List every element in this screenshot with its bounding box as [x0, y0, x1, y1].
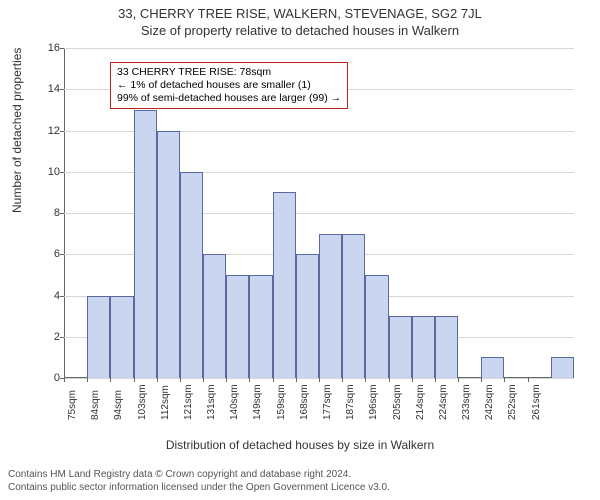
xtick-label: 252sqm: [507, 384, 518, 420]
ytick-mark: [60, 296, 64, 297]
footer: Contains HM Land Registry data © Crown c…: [8, 469, 390, 494]
xtick-label: 112sqm: [160, 385, 171, 420]
xtick-label: 140sqm: [229, 384, 240, 420]
histogram-bar: [342, 234, 365, 378]
ytick-label: 2: [20, 331, 60, 343]
xtick-label: 196sqm: [368, 384, 379, 420]
xtick-mark: [180, 378, 181, 382]
chart-title-line2: Size of property relative to detached ho…: [0, 21, 600, 38]
ytick-label: 12: [20, 125, 60, 137]
ytick-label: 6: [20, 248, 60, 260]
xtick-mark: [504, 378, 505, 382]
ytick-mark: [60, 337, 64, 338]
xtick-mark: [365, 378, 366, 382]
xtick-label: 168sqm: [299, 384, 310, 420]
histogram-bar: [412, 316, 435, 378]
xtick-label: 121sqm: [183, 384, 194, 420]
chart-title-line1: 33, CHERRY TREE RISE, WALKERN, STEVENAGE…: [0, 0, 600, 21]
histogram-bar: [134, 110, 157, 378]
xtick-label: 187sqm: [345, 384, 356, 420]
xtick-mark: [435, 378, 436, 382]
xtick-mark: [528, 378, 529, 382]
ytick-mark: [60, 172, 64, 173]
xtick-label: 159sqm: [276, 384, 287, 420]
ytick-label: 10: [20, 166, 60, 178]
xtick-label: 224sqm: [438, 384, 449, 420]
histogram-bar: [365, 275, 388, 378]
xtick-label: 205sqm: [392, 384, 403, 420]
xtick-label: 103sqm: [137, 384, 148, 420]
xtick-label: 84sqm: [90, 390, 101, 420]
annotation-line: ← 1% of detached houses are smaller (1): [117, 79, 341, 92]
ytick-mark: [60, 254, 64, 255]
histogram-bar: [203, 254, 226, 378]
histogram-bar: [481, 357, 504, 378]
histogram-bar: [110, 296, 133, 379]
xtick-label: 261sqm: [531, 384, 542, 420]
histogram-bar: [249, 275, 272, 378]
ytick-mark: [60, 48, 64, 49]
histogram-bar: [435, 316, 458, 378]
histogram-bar: [180, 172, 203, 378]
xtick-mark: [249, 378, 250, 382]
xtick-mark: [458, 378, 459, 382]
xtick-label: 233sqm: [461, 384, 472, 420]
histogram-bar: [319, 234, 342, 378]
ytick-label: 8: [20, 207, 60, 219]
xtick-mark: [110, 378, 111, 382]
xtick-mark: [134, 378, 135, 382]
ytick-label: 16: [20, 42, 60, 54]
xtick-label: 75sqm: [67, 390, 78, 420]
xtick-mark: [64, 378, 65, 382]
xtick-mark: [157, 378, 158, 382]
histogram-bar: [296, 254, 319, 378]
xtick-label: 242sqm: [484, 384, 495, 420]
histogram-bar: [551, 357, 574, 378]
ytick-mark: [60, 131, 64, 132]
ytick-label: 4: [20, 290, 60, 302]
ytick-label: 0: [20, 372, 60, 384]
xtick-label: 214sqm: [415, 384, 426, 420]
annotation-line: 99% of semi-detached houses are larger (…: [117, 92, 341, 105]
ytick-mark: [60, 213, 64, 214]
xtick-mark: [296, 378, 297, 382]
ytick-mark: [60, 89, 64, 90]
xtick-label: 177sqm: [322, 384, 333, 420]
x-axis-label: Distribution of detached houses by size …: [0, 438, 600, 452]
chart-container: 33, CHERRY TREE RISE, WALKERN, STEVENAGE…: [0, 0, 600, 500]
xtick-mark: [226, 378, 227, 382]
histogram-bar: [157, 131, 180, 379]
histogram-bar: [226, 275, 249, 378]
xtick-mark: [412, 378, 413, 382]
xtick-mark: [203, 378, 204, 382]
xtick-mark: [319, 378, 320, 382]
annotation-box: 33 CHERRY TREE RISE: 78sqm ← 1% of detac…: [110, 62, 348, 109]
annotation-line: 33 CHERRY TREE RISE: 78sqm: [117, 66, 341, 79]
plot-area: 024681012141675sqm84sqm94sqm103sqm112sqm…: [64, 48, 574, 378]
xtick-label: 94sqm: [113, 390, 124, 420]
ytick-label: 14: [20, 83, 60, 95]
xtick-label: 131sqm: [206, 384, 217, 420]
histogram-bar: [87, 296, 110, 379]
xtick-mark: [87, 378, 88, 382]
footer-line: Contains public sector information licen…: [8, 482, 390, 495]
xtick-mark: [273, 378, 274, 382]
histogram-bar: [273, 192, 296, 378]
footer-line: Contains HM Land Registry data © Crown c…: [8, 469, 390, 482]
xtick-label: 149sqm: [252, 384, 263, 420]
xtick-mark: [481, 378, 482, 382]
xtick-mark: [389, 378, 390, 382]
grid-line: [64, 48, 574, 49]
xtick-mark: [342, 378, 343, 382]
histogram-bar: [389, 316, 412, 378]
